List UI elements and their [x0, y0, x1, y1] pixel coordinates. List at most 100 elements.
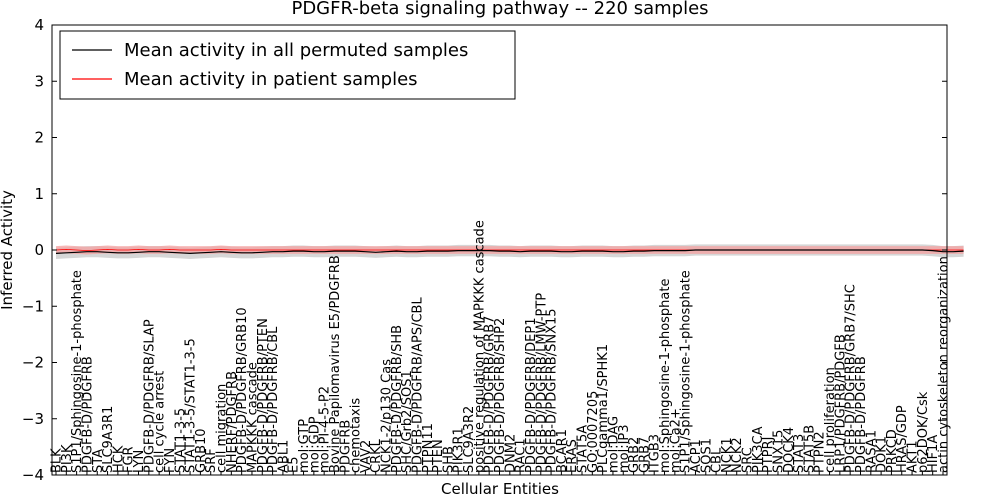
x-tick-label: PTPN11 [421, 423, 436, 473]
x-tick-label: STAT5B [802, 425, 817, 473]
y-tick-label: 1 [34, 185, 44, 203]
x-tick-label: BCAR1 [555, 429, 570, 473]
x-axis-label: Cellular Entities [441, 480, 559, 498]
x-tick-label: HIF1A [926, 435, 941, 473]
legend-box [59, 30, 516, 100]
x-tick-label: mol:DAG [607, 416, 622, 473]
x-tick-label: PI3K [60, 444, 75, 473]
x-tick-label: STAT3 [792, 434, 807, 473]
x-tick-label: DOK1 [875, 436, 890, 473]
x-tick-label: SHB [441, 446, 456, 473]
x-tick-label: PDGFB-D/PDGFRB/SNX15 [545, 308, 560, 473]
x-tick-label: HRAS/GDP [895, 405, 910, 473]
x-tick-label: E5 [287, 456, 302, 473]
x-tick-label: RASA1 [864, 430, 879, 473]
x-tick-label: p62DOK/Csk [916, 391, 931, 473]
x-tick-label: mol:GTP [297, 419, 312, 473]
x-tick-label: NHERF/PDGFRB [225, 371, 240, 473]
x-tick-label: DOCK4 [782, 427, 797, 473]
chart-title: PDGFR-beta signaling pathway -- 220 samp… [291, 0, 708, 19]
x-tick-label: CBL [710, 447, 725, 473]
x-tick-label: PDGFB-D/PDGFRB/DEP1 [524, 317, 539, 472]
x-tick-label: cell proliferation [823, 367, 838, 473]
x-tick-label: SOS1 [699, 438, 714, 473]
x-tick-label: PDGFB-D/PDGFRB/CBL [266, 326, 281, 473]
y-tick-label: 4 [34, 16, 44, 34]
y-tick-label: −4 [22, 466, 44, 484]
x-tick-label: SNX15 [772, 430, 787, 473]
line-permuted [55, 249, 964, 255]
x-tick-label: FGR [122, 446, 137, 473]
x-tick-label: AKT1 [906, 440, 921, 473]
x-tick-label: PDGFB-D/PDGFRB/GRB7/SHC [844, 284, 859, 473]
x-tick-label: SHC/Grb2/SOS1 [400, 370, 415, 473]
x-tick-label: ITGB3 [648, 434, 663, 473]
x-tick-label: PDGFRB [338, 420, 353, 473]
x-tick-label: PLCgamma1/SPHK1 [596, 344, 611, 473]
y-tick-label: 2 [34, 129, 44, 147]
x-tick-label: GRB7 [637, 437, 652, 473]
x-tick-label: SRF [204, 448, 219, 473]
x-tick-label: mol:IP3 [617, 424, 632, 473]
legend-label-patient: Mean activity in patient samples [124, 69, 418, 90]
x-tick-label: PDGFB-D/PDGFRB/SHB [390, 325, 405, 473]
x-tick-label: PDGFB-D/PDGFRB/GRB7 [483, 316, 498, 473]
x-tick-label: LYN [132, 450, 147, 473]
x-tick-label: VAV2 [359, 440, 374, 473]
x-tick-label: PTPN2 [813, 431, 828, 473]
x-tick-label: cell cycle arrest [153, 371, 168, 473]
x-tick-label: GRB10 [194, 428, 209, 473]
x-tick-label: mol:Sphingosine-1-phosphate [658, 279, 673, 473]
x-tick-label: PDGFB-D/PDGFRB [80, 356, 95, 473]
x-tick-label: PTPRJ [761, 437, 776, 474]
y-axis-label: Inferred Activity [0, 190, 16, 310]
plot-frame [51, 24, 948, 476]
x-tick-label: NCK2 [730, 437, 745, 473]
x-tick-label: PIK3R1 [452, 427, 467, 473]
x-tick-label: PDGFB-D/PDGFRB/APS/CBL [411, 297, 426, 473]
x-tick-label: STAT1-3-5/STAT1-3-5 [184, 338, 199, 473]
x-tick-label: PDGFB-D/PDGFRB/SHP2 [493, 318, 508, 473]
x-tick-label: CRKL [369, 438, 384, 473]
y-tick-label: −3 [22, 410, 44, 428]
x-tick-label: S1P1/Sphingosine-1-phosphate [679, 270, 694, 473]
x-tick-label: PDGFB-D/PDGFRB/PTEN [256, 318, 271, 473]
x-tick-label: GO:0007205 [586, 391, 601, 473]
x-tick-label: mol:GDP [307, 416, 322, 473]
x-tick-label: HCK [111, 445, 126, 473]
x-tick-label: PTEN [431, 439, 446, 473]
x-tick-label: ACP1 [689, 439, 704, 473]
y-axis: 4 3 2 1 0 −1 −2 −3 −4 [22, 16, 947, 484]
x-tick-label: PDGFB-D/PDGFRB/GRB10 [235, 307, 250, 473]
y-tick-label: 0 [34, 241, 44, 259]
x-tick-label: BLK [50, 448, 65, 473]
series-lines [55, 248, 964, 255]
x-tick-label: NCK1-2/p130 Cas [380, 359, 395, 473]
y-tick-label: −1 [22, 297, 44, 315]
x-tick-label: PDGFB-D/PDGFRB/SLAP [142, 319, 157, 473]
y-tick-label: −2 [22, 354, 44, 372]
x-tick-label: SRC [741, 447, 756, 473]
x-tick-label: STAT5A [576, 425, 591, 473]
x-tick-label: SLC9A3R1 [101, 406, 116, 473]
legend-label-permuted: Mean activity in all permuted samples [124, 40, 468, 61]
x-tick-label: PDGFB-D/PDGFRB [854, 356, 869, 473]
x-tick-label: MAPKKK cascade [246, 362, 261, 473]
x-tick-label: STA [91, 449, 106, 473]
x-tick-label: PIK3CA [751, 426, 766, 473]
x-tick-label: ERAS [565, 439, 580, 473]
x-tick-label: NCK1 [720, 437, 735, 473]
legend: Mean activity in all permuted samples Me… [59, 30, 516, 100]
x-tick-label: GRB2 [627, 437, 642, 473]
x-tick-label: Bovine Papilomavirus E5/PDGFRB [328, 255, 343, 473]
x-tick-label: LRP1/PDGFRB/PDGFB [833, 334, 848, 473]
y-tick-label: 3 [34, 72, 44, 90]
x-tick-label: actin cytoskeleton reorganization [937, 256, 952, 473]
x-tick-label: mol:Ca2+ [668, 408, 683, 473]
x-tick-label: mol:PI-4-5-P2 [318, 386, 333, 473]
x-tick-label: FYN [163, 448, 178, 473]
x-tick-label: PRKCD [885, 429, 900, 473]
x-tick-label: positive regulation of MAPKKK cascade [472, 220, 487, 473]
